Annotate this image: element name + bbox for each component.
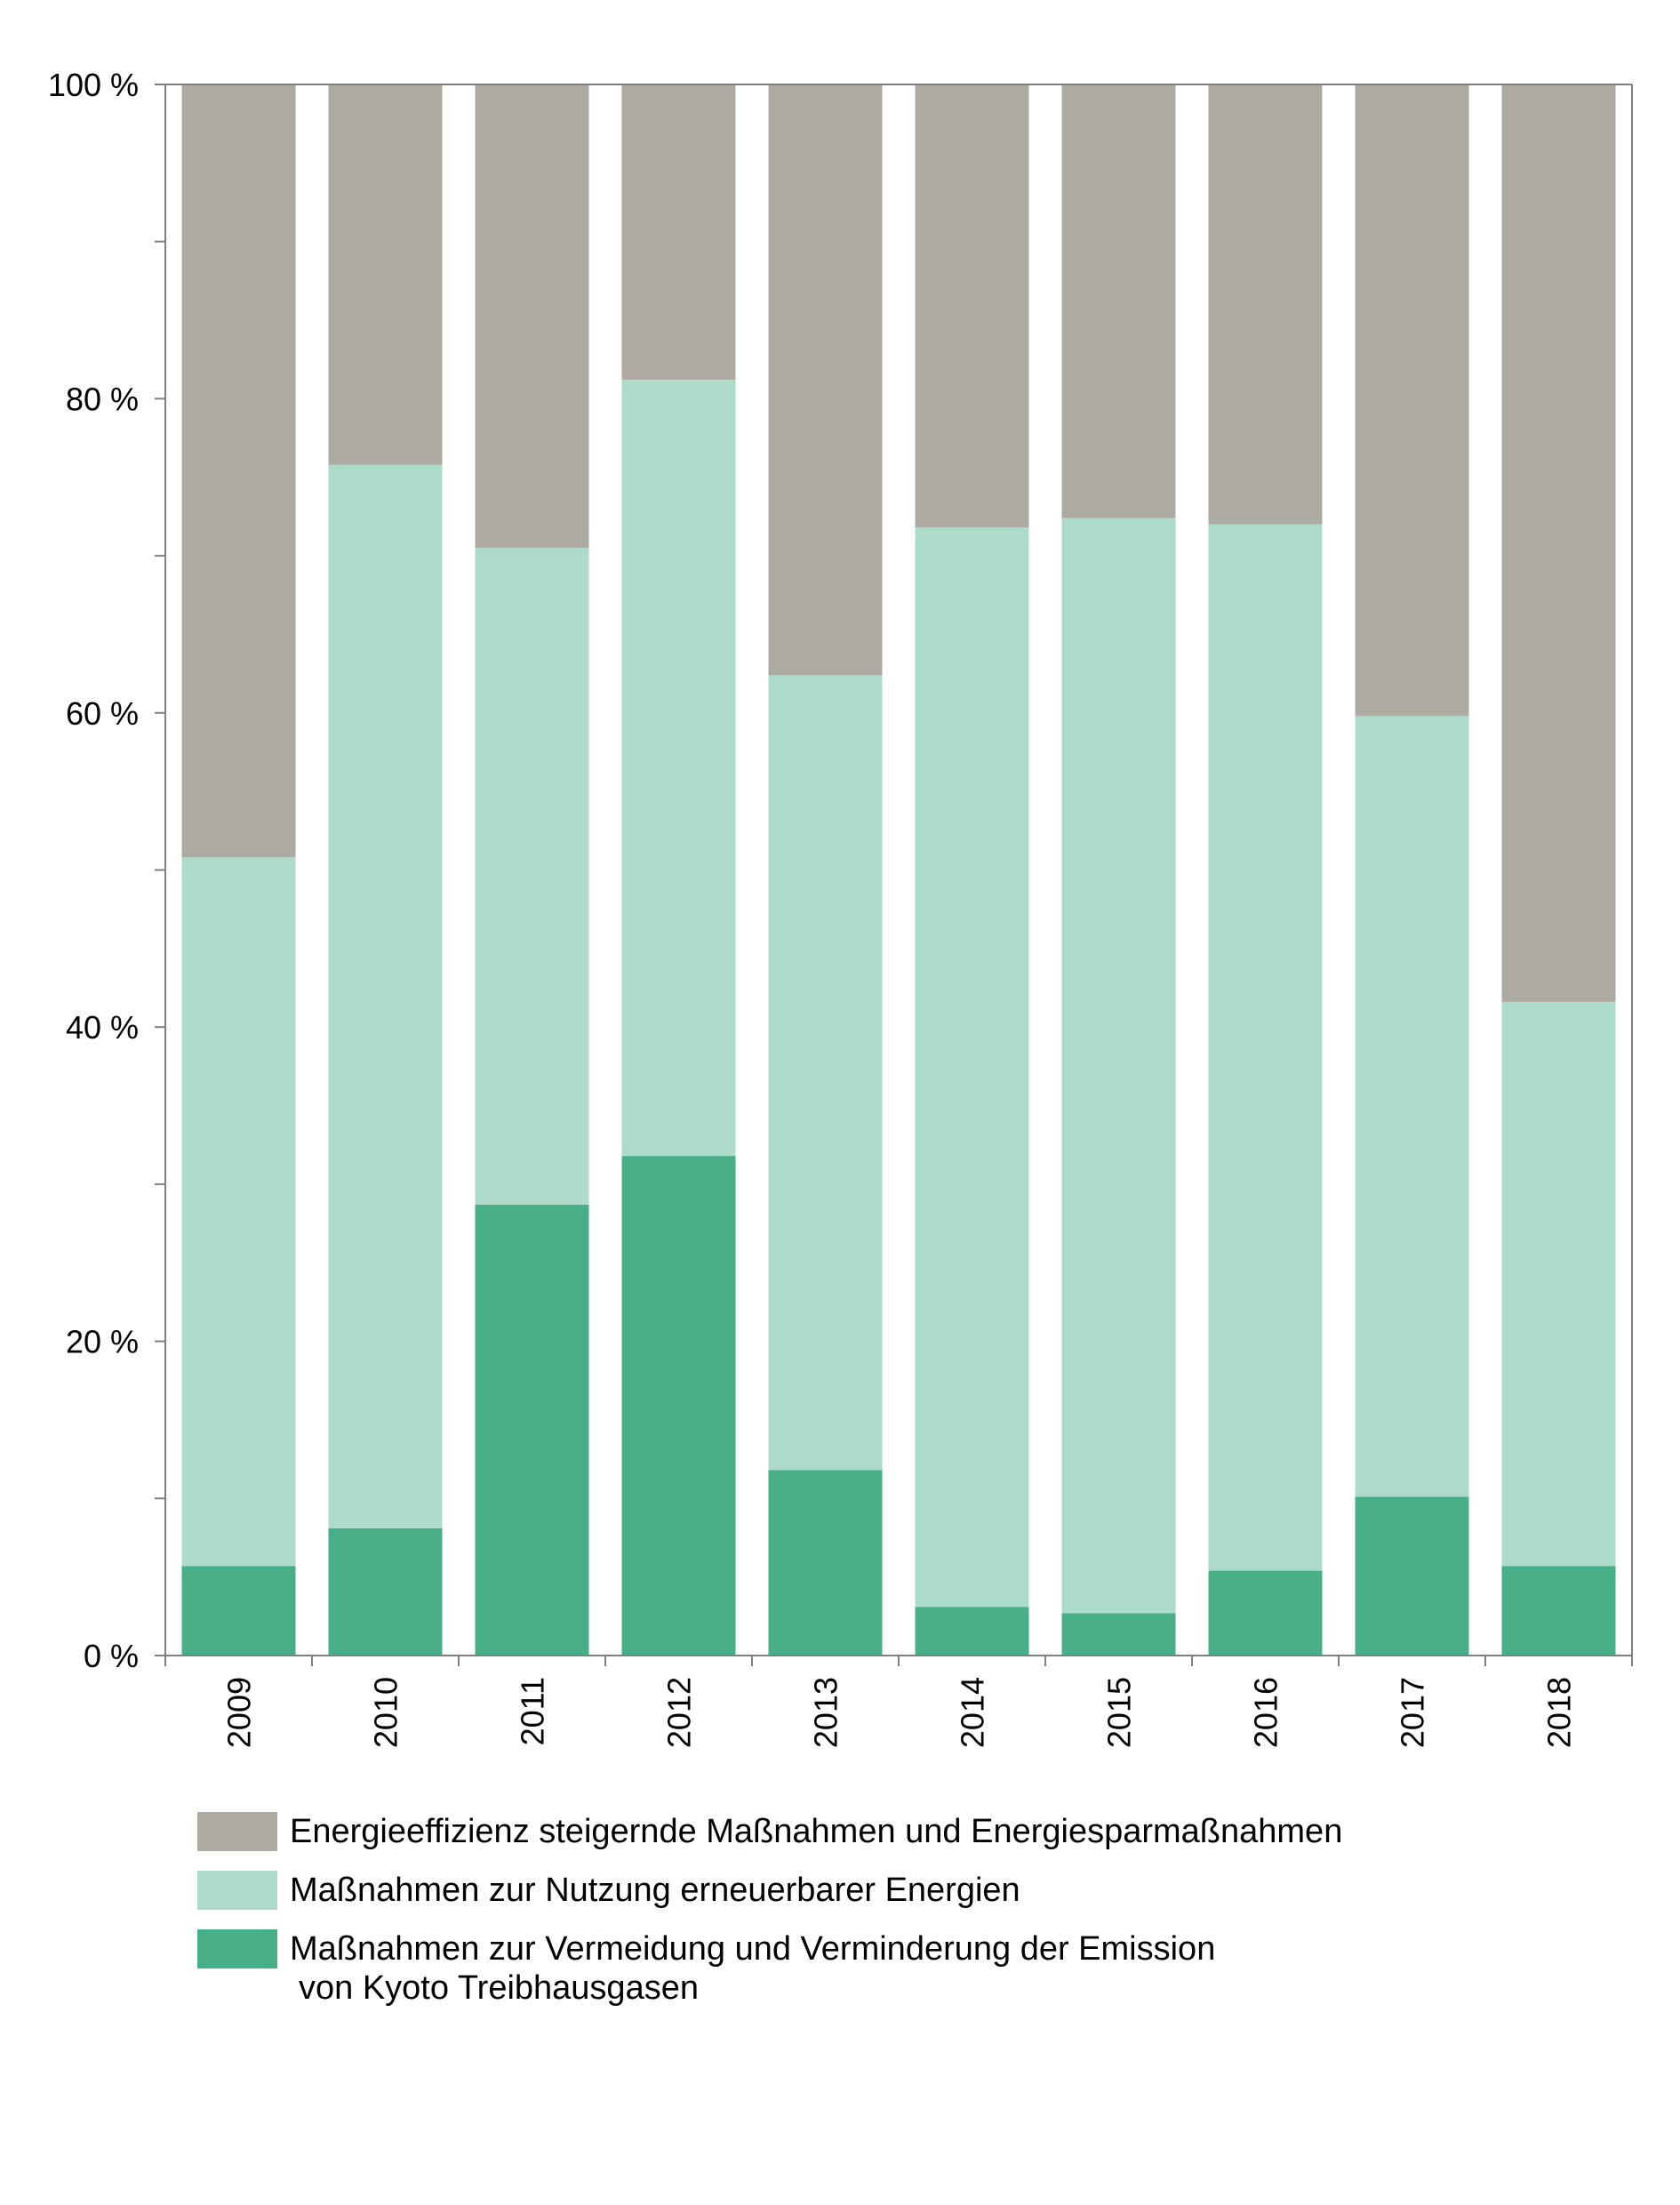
bar-2011-series-1: [475, 548, 589, 1205]
legend-label-renewable-energy: Maßnahmen zur Nutzung erneuerbarer Energ…: [290, 1872, 1020, 1909]
x-tick-label-2010: 2010: [368, 1677, 404, 1748]
bar-2015-series-2: [1061, 84, 1176, 518]
x-tick-label-2017: 2017: [1395, 1677, 1431, 1748]
x-tick-label-2014: 2014: [955, 1677, 991, 1748]
x-tick-label-2011: 2011: [515, 1677, 551, 1745]
legend-item-renewable-energy: Maßnahmen zur Nutzung erneuerbarer Energ…: [197, 1871, 1342, 1929]
x-tick-label-2016: 2016: [1248, 1677, 1284, 1748]
bar-2017-series-1: [1355, 716, 1469, 1497]
bar-2012-series-1: [621, 380, 736, 1157]
bar-2014-series-2: [915, 84, 1029, 528]
bar-2009-series-1: [181, 857, 296, 1567]
stacked-bar-chart: 2009 2010 2011 2012 2013 2014 2015 2016 2017 2018…: [48, 67, 1633, 1748]
bar-2010-series-0: [328, 1527, 443, 1656]
bar-2014-series-1: [915, 527, 1029, 1608]
bar-2016-series-2: [1208, 84, 1323, 525]
bar-2011-series-0: [475, 1204, 589, 1656]
bar-2013-series-2: [768, 84, 883, 676]
y-tick-label-0: 0 %: [84, 1638, 139, 1674]
legend-item-emission-reduction: Maßnahmen zur Vermeidung und Verminderun…: [197, 1929, 1342, 2008]
bar-2010-series-1: [328, 464, 443, 1528]
legend-label-emission-reduction-wrapper: Maßnahmen zur Vermeidung und Verminderun…: [290, 1929, 1215, 2008]
bar-2015-series-1: [1061, 517, 1176, 1614]
legend-swatch-renewable-energy: [197, 1871, 277, 1910]
bar-2013-series-1: [768, 675, 883, 1471]
legend-label-emission-reduction: Maßnahmen zur Vermeidung und Verminderun…: [290, 1930, 1216, 1968]
bar-layer: [181, 84, 1616, 1656]
y-tick-label-20: 20 %: [66, 1324, 139, 1360]
legend-label-energy-efficiency: Energieeffizienz steigernde Maßnahmen un…: [290, 1813, 1343, 1850]
legend-item-energy-efficiency: Energieeffizienz steigernde Maßnahmen un…: [197, 1812, 1342, 1871]
bar-2016-series-1: [1208, 524, 1323, 1571]
bar-2013-series-0: [768, 1470, 883, 1656]
bar-2009-series-2: [181, 84, 296, 858]
x-tick-label-2009: 2009: [221, 1677, 258, 1748]
tick-layer: 2009 2010 2011 2012 2013 2014 2015 2016 2017 2018…: [48, 67, 1578, 1748]
bar-2012-series-0: [621, 1156, 736, 1656]
bar-2011-series-2: [475, 84, 589, 549]
bar-2010-series-2: [328, 84, 443, 465]
legend-label-emission-reduction-cont: von Kyoto Treibhausgasen: [299, 1969, 699, 2007]
bar-2018-series-0: [1501, 1566, 1616, 1656]
legend-swatch-emission-reduction: [197, 1929, 277, 1968]
axes-layer: [155, 84, 1633, 1666]
bar-2015-series-0: [1061, 1613, 1176, 1656]
bar-2018-series-1: [1501, 1001, 1616, 1567]
bar-2017-series-0: [1355, 1496, 1469, 1656]
y-tick-label-40: 40 %: [66, 1009, 139, 1046]
y-tick-label-100: 100 %: [48, 67, 139, 103]
bar-2009-series-0: [181, 1566, 296, 1656]
bar-2014-series-0: [915, 1607, 1029, 1656]
x-tick-label-2013: 2013: [808, 1677, 844, 1748]
legend-swatch-energy-efficiency: [197, 1812, 277, 1851]
x-tick-label-2015: 2015: [1101, 1677, 1138, 1748]
legend: Energieeffizienz steigernde Maßnahmen un…: [197, 1812, 1342, 2008]
y-tick-label-80: 80 %: [66, 381, 139, 417]
x-tick-label-2012: 2012: [661, 1677, 698, 1748]
x-tick-label-2018: 2018: [1541, 1677, 1578, 1748]
bar-2018-series-2: [1501, 84, 1616, 1002]
y-tick-label-60: 60 %: [66, 695, 139, 732]
bar-2017-series-2: [1355, 84, 1469, 717]
bar-2016-series-0: [1208, 1570, 1323, 1656]
bar-2012-series-2: [621, 84, 736, 381]
